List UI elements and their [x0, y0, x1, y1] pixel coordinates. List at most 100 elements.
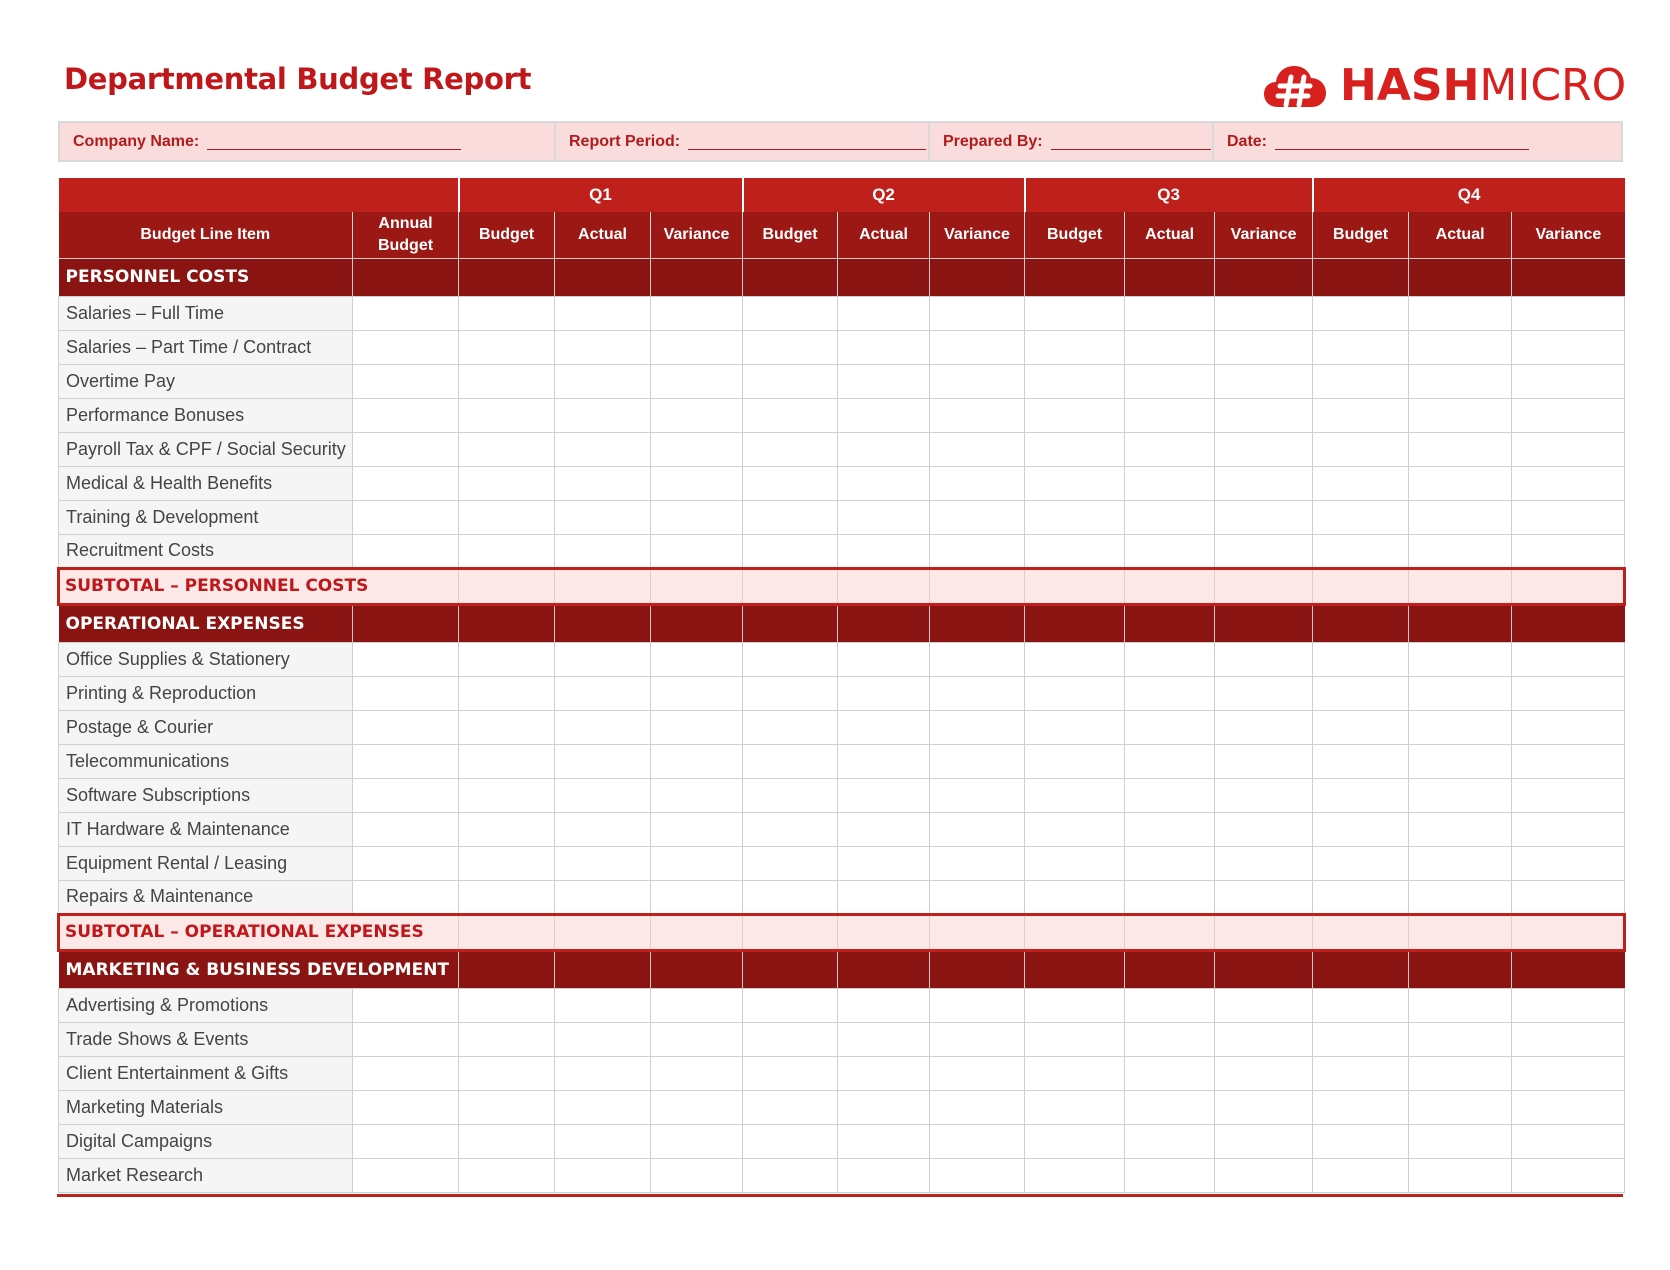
value-cell[interactable]: [554, 777, 651, 813]
value-cell[interactable]: [742, 777, 839, 813]
value-cell[interactable]: [1312, 777, 1410, 813]
value-cell[interactable]: [1024, 777, 1126, 813]
value-cell[interactable]: [1214, 811, 1314, 847]
value-cell[interactable]: [1312, 499, 1410, 535]
value-cell[interactable]: [1511, 431, 1626, 467]
value-cell[interactable]: [742, 1055, 839, 1091]
value-cell[interactable]: [929, 1157, 1026, 1193]
value-cell[interactable]: [458, 329, 555, 365]
value-cell[interactable]: [742, 295, 839, 331]
value-cell[interactable]: [1511, 879, 1626, 915]
value-cell[interactable]: [837, 675, 931, 711]
value-cell[interactable]: [1408, 1055, 1513, 1091]
value-cell[interactable]: [1312, 1089, 1410, 1125]
value-cell[interactable]: [1124, 499, 1216, 535]
value-cell[interactable]: [1511, 1055, 1626, 1091]
value-cell[interactable]: [742, 709, 839, 745]
value-cell[interactable]: [1124, 1157, 1216, 1193]
value-cell[interactable]: [1024, 1123, 1126, 1159]
value-cell[interactable]: [837, 431, 931, 467]
value-cell[interactable]: [742, 1089, 839, 1125]
value-cell[interactable]: [458, 533, 555, 569]
value-cell[interactable]: [837, 709, 931, 745]
value-cell[interactable]: [458, 295, 555, 331]
value-cell[interactable]: [837, 845, 931, 881]
value-cell[interactable]: [1124, 675, 1216, 711]
value-cell[interactable]: [1408, 1021, 1513, 1057]
company-name-line[interactable]: [207, 133, 462, 150]
value-cell[interactable]: [352, 499, 459, 535]
value-cell[interactable]: [458, 363, 555, 399]
value-cell[interactable]: [352, 397, 459, 433]
value-cell[interactable]: [1024, 811, 1126, 847]
value-cell[interactable]: [352, 363, 459, 399]
value-cell[interactable]: [352, 641, 459, 677]
value-cell[interactable]: [929, 499, 1026, 535]
value-cell[interactable]: [837, 1157, 931, 1193]
value-cell[interactable]: [1124, 465, 1216, 501]
value-cell[interactable]: [1312, 1021, 1410, 1057]
value-cell[interactable]: [1511, 675, 1626, 711]
value-cell[interactable]: [1214, 363, 1314, 399]
value-cell[interactable]: [929, 533, 1026, 569]
value-cell[interactable]: [1124, 295, 1216, 331]
value-cell[interactable]: [837, 499, 931, 535]
value-cell[interactable]: [1214, 675, 1314, 711]
value-cell[interactable]: [1408, 811, 1513, 847]
value-cell[interactable]: [742, 987, 839, 1023]
value-cell[interactable]: [1511, 329, 1626, 365]
value-cell[interactable]: [1214, 431, 1314, 467]
value-cell[interactable]: [554, 879, 651, 915]
value-cell[interactable]: [554, 397, 651, 433]
value-cell[interactable]: [1312, 363, 1410, 399]
value-cell[interactable]: [929, 363, 1026, 399]
value-cell[interactable]: [649, 845, 744, 881]
value-cell[interactable]: [554, 1089, 651, 1125]
value-cell[interactable]: [1408, 499, 1513, 535]
value-cell[interactable]: [554, 1157, 651, 1193]
value-cell[interactable]: [352, 743, 459, 779]
value-cell[interactable]: [352, 709, 459, 745]
value-cell[interactable]: [1214, 1157, 1314, 1193]
value-cell[interactable]: [1408, 777, 1513, 813]
value-cell[interactable]: [649, 675, 744, 711]
value-cell[interactable]: [1214, 329, 1314, 365]
value-cell[interactable]: [1124, 1021, 1216, 1057]
date-line[interactable]: [1275, 133, 1530, 150]
value-cell[interactable]: [837, 1021, 931, 1057]
value-cell[interactable]: [1124, 743, 1216, 779]
value-cell[interactable]: [649, 1055, 744, 1091]
value-cell[interactable]: [837, 987, 931, 1023]
value-cell[interactable]: [649, 465, 744, 501]
value-cell[interactable]: [352, 879, 459, 915]
value-cell[interactable]: [1214, 987, 1314, 1023]
value-cell[interactable]: [1024, 465, 1126, 501]
value-cell[interactable]: [554, 465, 651, 501]
value-cell[interactable]: [1024, 1055, 1126, 1091]
value-cell[interactable]: [352, 1157, 459, 1193]
value-cell[interactable]: [837, 777, 931, 813]
value-cell[interactable]: [1511, 777, 1626, 813]
value-cell[interactable]: [649, 1157, 744, 1193]
value-cell[interactable]: [458, 465, 555, 501]
value-cell[interactable]: [1214, 1055, 1314, 1091]
value-cell[interactable]: [649, 987, 744, 1023]
value-cell[interactable]: [1024, 675, 1126, 711]
value-cell[interactable]: [929, 431, 1026, 467]
value-cell[interactable]: [1408, 295, 1513, 331]
value-cell[interactable]: [352, 465, 459, 501]
value-cell[interactable]: [1408, 533, 1513, 569]
value-cell[interactable]: [458, 499, 555, 535]
value-cell[interactable]: [554, 431, 651, 467]
value-cell[interactable]: [649, 397, 744, 433]
report-period-field[interactable]: Report Period:: [556, 123, 930, 160]
value-cell[interactable]: [554, 1055, 651, 1091]
value-cell[interactable]: [1408, 363, 1513, 399]
value-cell[interactable]: [742, 397, 839, 433]
value-cell[interactable]: [352, 845, 459, 881]
value-cell[interactable]: [1124, 777, 1216, 813]
value-cell[interactable]: [1214, 295, 1314, 331]
value-cell[interactable]: [649, 499, 744, 535]
value-cell[interactable]: [1024, 533, 1126, 569]
value-cell[interactable]: [1511, 499, 1626, 535]
